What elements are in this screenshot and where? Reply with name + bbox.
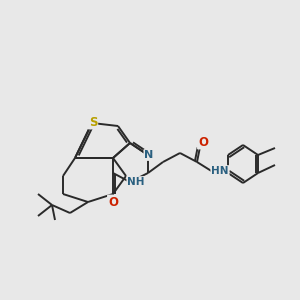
Text: N: N (144, 150, 154, 160)
Text: S: S (89, 116, 97, 128)
Text: HN: HN (211, 166, 229, 176)
Text: NH: NH (127, 177, 145, 187)
Text: O: O (198, 136, 208, 148)
Text: O: O (108, 196, 118, 208)
